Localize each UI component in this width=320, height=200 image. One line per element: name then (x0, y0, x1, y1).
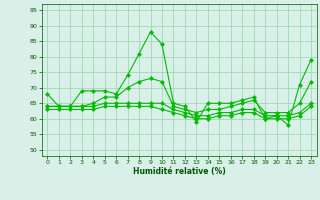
X-axis label: Humidité relative (%): Humidité relative (%) (133, 167, 226, 176)
